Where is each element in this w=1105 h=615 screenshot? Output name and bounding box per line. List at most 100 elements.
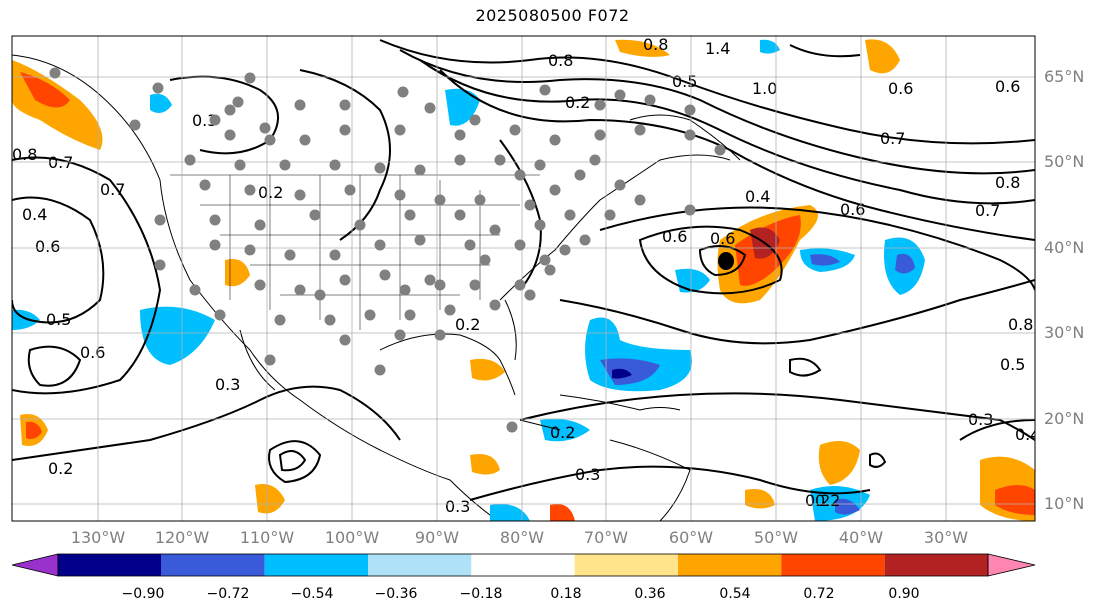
station-dot bbox=[684, 104, 696, 116]
station-dot bbox=[374, 162, 386, 174]
station-dot bbox=[339, 334, 351, 346]
contour-labels: 1.4 0.8 0.8 0.5 1.0 0.2 0.6 0.6 0.7 0.4 … bbox=[12, 35, 1040, 516]
station-dot bbox=[394, 124, 406, 136]
colorbar-tick: 0.54 bbox=[719, 586, 751, 602]
station-dot bbox=[284, 249, 296, 261]
lon-label: 130°W bbox=[70, 528, 126, 547]
contour-label: 0.7 bbox=[880, 129, 905, 148]
contour-label: 0.4 bbox=[22, 205, 47, 224]
contour-label: 0.2 bbox=[455, 315, 480, 334]
station-dot bbox=[209, 114, 221, 126]
station-dot bbox=[524, 289, 536, 301]
colorbar-segment bbox=[884, 554, 988, 576]
station-dot bbox=[274, 314, 286, 326]
station-dot bbox=[454, 129, 466, 141]
station-dot bbox=[514, 279, 526, 291]
contour-label: 0.6 bbox=[888, 79, 913, 98]
contour-label: 0.2 bbox=[815, 491, 840, 510]
station-dot bbox=[264, 354, 276, 366]
contour-label: 0.3 bbox=[968, 410, 993, 429]
station-dot bbox=[199, 179, 211, 191]
lon-label: 40°W bbox=[838, 528, 884, 547]
lon-label: 90°W bbox=[414, 528, 460, 547]
station-dot bbox=[154, 259, 166, 271]
colorbar-segment bbox=[574, 554, 678, 576]
contour-label: 0.6 bbox=[662, 227, 687, 246]
graticule bbox=[12, 36, 1035, 521]
contour-label: 0.4 bbox=[1015, 425, 1040, 444]
low-center-marker bbox=[718, 252, 734, 270]
station-dot bbox=[374, 239, 386, 251]
station-dot bbox=[539, 84, 551, 96]
station-dot bbox=[399, 284, 411, 296]
contour-label: 0.5 bbox=[1000, 355, 1025, 374]
contour-label: 0.8 bbox=[995, 173, 1020, 192]
colorbar-tick: 0.72 bbox=[803, 586, 835, 602]
lat-label: 65°N bbox=[1044, 67, 1085, 86]
station-dot bbox=[309, 209, 321, 221]
station-dot bbox=[339, 124, 351, 136]
contour-label: 0.8 bbox=[548, 51, 573, 70]
station-dot bbox=[189, 284, 201, 296]
colorbar-tick: −0.54 bbox=[290, 586, 334, 602]
station-dot bbox=[434, 194, 446, 206]
contour-label: 0.2 bbox=[48, 459, 73, 478]
station-dot bbox=[534, 219, 546, 231]
map-area: 1.4 0.8 0.8 0.5 1.0 0.2 0.6 0.6 0.7 0.4 … bbox=[12, 35, 1040, 521]
lon-label: 100°W bbox=[324, 528, 380, 547]
colorbar-tick: 0.90 bbox=[888, 586, 920, 602]
contour-label: 0.8 bbox=[12, 145, 37, 164]
station-dot bbox=[544, 264, 556, 276]
station-dot bbox=[434, 329, 446, 341]
station-dot bbox=[244, 184, 256, 196]
contour-label: 0.3 bbox=[215, 375, 240, 394]
station-dot bbox=[152, 82, 164, 94]
station-dot bbox=[614, 89, 626, 101]
colorbar-tick: 0.18 bbox=[550, 586, 582, 602]
station-dot bbox=[294, 189, 306, 201]
colorbar-segment bbox=[678, 554, 782, 576]
colorbar bbox=[11, 553, 1036, 577]
station-dot bbox=[329, 159, 341, 171]
station-dot bbox=[489, 224, 501, 236]
station-dot bbox=[244, 244, 256, 256]
station-dot bbox=[397, 86, 409, 98]
station-dot bbox=[454, 209, 466, 221]
lon-label: 80°W bbox=[499, 528, 545, 547]
station-dot bbox=[549, 184, 561, 196]
contour-label: 0.7 bbox=[48, 153, 73, 172]
lat-label: 40°N bbox=[1044, 238, 1085, 257]
station-dot bbox=[684, 204, 696, 216]
station-dot bbox=[404, 309, 416, 321]
colorbar-frame bbox=[57, 553, 989, 577]
station-dot bbox=[444, 304, 456, 316]
contour-label: 0.5 bbox=[46, 310, 71, 329]
station-dot bbox=[464, 239, 476, 251]
shaded-field bbox=[12, 39, 1035, 521]
station-dot bbox=[514, 169, 526, 181]
station-dot bbox=[234, 159, 246, 171]
station-dot bbox=[299, 134, 311, 146]
station-dot bbox=[294, 284, 306, 296]
station-dot bbox=[414, 234, 426, 246]
station-dot bbox=[414, 164, 426, 176]
station-dot bbox=[524, 199, 536, 211]
colorbar-segment bbox=[161, 554, 265, 576]
station-dot bbox=[254, 219, 266, 231]
station-dot bbox=[254, 279, 266, 291]
contour-label: 0.8 bbox=[643, 35, 668, 54]
map-title: 2025080500 F072 bbox=[475, 6, 630, 25]
station-dot bbox=[209, 214, 221, 226]
station-dot bbox=[469, 114, 481, 126]
colorbar-segment bbox=[58, 554, 162, 576]
station-dot bbox=[539, 254, 551, 266]
contour-label: 0.6 bbox=[80, 343, 105, 362]
lon-label: 60°W bbox=[668, 528, 714, 547]
contour-label: 0.2 bbox=[565, 93, 590, 112]
lon-label: 30°W bbox=[923, 528, 969, 547]
station-dot bbox=[469, 279, 481, 291]
station-dot bbox=[324, 314, 336, 326]
station-dot bbox=[329, 249, 341, 261]
station-dot bbox=[364, 309, 376, 321]
colorbar-tick: 0.36 bbox=[634, 586, 666, 602]
